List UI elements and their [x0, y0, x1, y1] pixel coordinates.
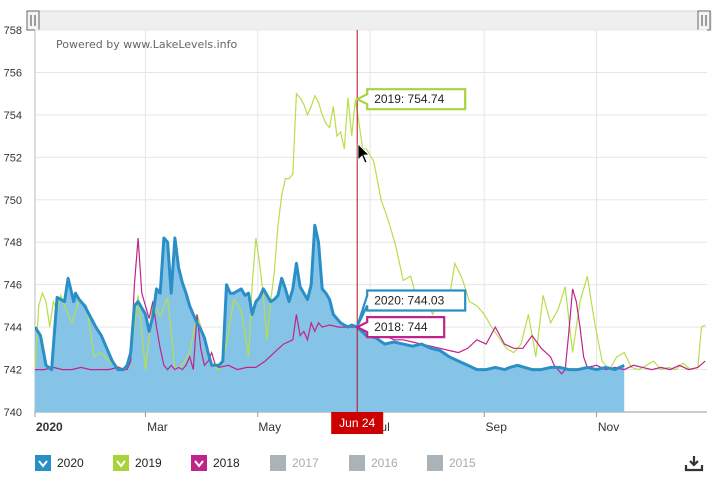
y-axis: 740 742 744 746 748 750 752 754 756 758: [4, 25, 22, 419]
series-2020-line: [35, 223, 625, 372]
legend-label: 2016: [371, 456, 398, 470]
legend-item-2015[interactable]: 2015: [427, 455, 476, 471]
navigator-right-handle[interactable]: [697, 10, 711, 31]
series-2018-line: [35, 237, 706, 375]
legend-item-2018[interactable]: 2018: [191, 455, 240, 471]
checkmark-icon: [35, 455, 51, 471]
y-tick-label: 750: [4, 195, 22, 207]
x-tick-label: Nov: [598, 420, 619, 434]
legend-swatch: [349, 455, 365, 471]
svg-text:2018: 744: 2018: 744: [374, 320, 428, 334]
legend-label: 2020: [57, 456, 84, 470]
tooltip-2020: 2020: 744.03: [356, 289, 467, 327]
y-tick-label: 742: [4, 365, 22, 377]
series-layer: [35, 92, 706, 412]
tooltip-2018: 2018: 744: [354, 316, 446, 339]
tooltip-layer: 2019: 754.74 2020: 744.03 2018: 744: [354, 88, 467, 339]
download-button[interactable]: [684, 454, 704, 472]
legend-item-2017[interactable]: 2017: [270, 455, 319, 471]
legend-swatch: [270, 455, 286, 471]
legend-label: 2018: [213, 456, 240, 470]
y-tick-label: 744: [4, 322, 22, 334]
svg-text:2019: 754.74: 2019: 754.74: [374, 92, 444, 106]
checkmark-icon: [191, 455, 207, 471]
legend-swatch: [427, 455, 443, 471]
crosshair-date-label: Jun 24: [331, 412, 384, 434]
legend-item-2019[interactable]: 2019: [113, 455, 162, 471]
legend: 2020 2019 2018 2017 2016 2015: [0, 450, 714, 474]
legend-label: 2017: [292, 456, 319, 470]
y-tick-label: 758: [4, 25, 22, 37]
svg-text:2020: 744.03: 2020: 744.03: [374, 293, 444, 307]
y-tick-label: 740: [4, 407, 22, 419]
navigator-bar[interactable]: [26, 10, 712, 31]
navigator-left-handle[interactable]: [26, 10, 40, 31]
legend-label: 2015: [449, 456, 476, 470]
x-tick-label: Sep: [486, 420, 508, 434]
checkmark-icon: [113, 455, 129, 471]
lake-level-chart[interactable]: 740 742 744 746 748 750 752 754 756 758 2020 Mar Ma…: [0, 0, 714, 450]
svg-text:Jun 24: Jun 24: [339, 416, 375, 430]
series-2019-line: [35, 92, 706, 371]
legend-item-2016[interactable]: 2016: [349, 455, 398, 471]
mouse-cursor-icon: [357, 143, 370, 164]
y-tick-label: 756: [4, 67, 22, 79]
y-tick-label: 754: [4, 110, 22, 122]
y-tick-label: 746: [4, 280, 22, 292]
x-tick-label: 2020: [36, 420, 63, 434]
x-tick-label: May: [258, 420, 281, 434]
legend-item-2020[interactable]: 2020: [35, 455, 84, 471]
legend-label: 2019: [135, 456, 162, 470]
y-tick-label: 752: [4, 152, 22, 164]
download-icon: [684, 456, 704, 472]
y-tick-label: 748: [4, 237, 22, 249]
x-axis: 2020MarMayJulSepNov: [34, 412, 619, 434]
x-tick-label: Mar: [147, 420, 168, 434]
tooltip-2019: 2019: 754.74: [354, 88, 467, 111]
attribution-text: Powered by www.LakeLevels.info: [56, 38, 238, 51]
